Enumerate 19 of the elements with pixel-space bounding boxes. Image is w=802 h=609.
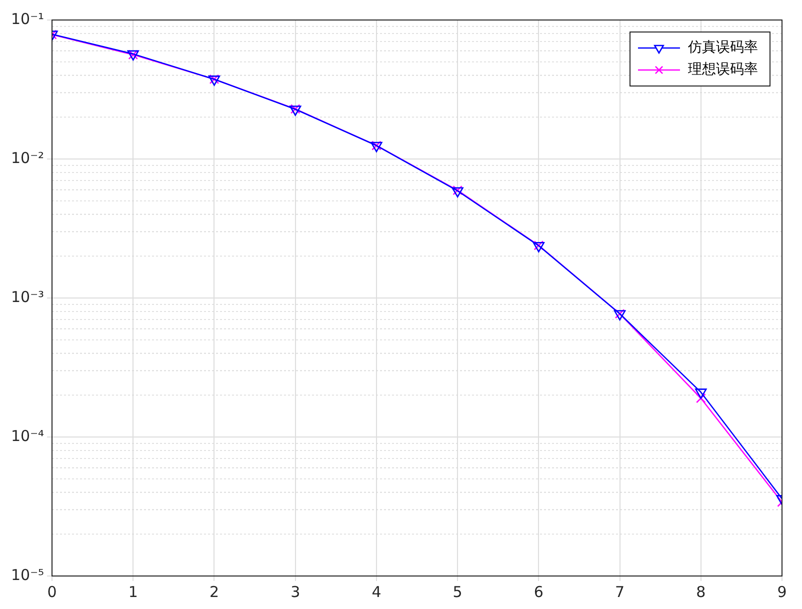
x-tick-label: 1 (128, 582, 138, 601)
y-tick-label: 10⁻⁵ (10, 566, 44, 584)
x-tick-label: 0 (47, 582, 57, 601)
point (695, 388, 707, 399)
x-tick-label: 2 (209, 582, 220, 601)
legend-label: 仿真误码率 (687, 40, 758, 56)
x-tick-label: 6 (534, 582, 544, 601)
x-tick-label: 7 (615, 582, 625, 601)
x-tick-label: 3 (290, 582, 300, 601)
legend-label: 理想误码率 (688, 62, 758, 78)
x-tick-label: 8 (696, 582, 706, 601)
y-tick-label: 10⁻⁴ (10, 426, 44, 445)
y-tick-label: 10⁻³ (10, 288, 44, 306)
point (696, 393, 706, 404)
y-tick-label: 10⁻¹ (10, 10, 44, 28)
x-tick-label: 4 (372, 582, 382, 601)
y-tick-label: 10⁻² (10, 148, 44, 167)
x-tick-label: 9 (777, 582, 787, 601)
x-tick-label: 5 (452, 582, 462, 601)
